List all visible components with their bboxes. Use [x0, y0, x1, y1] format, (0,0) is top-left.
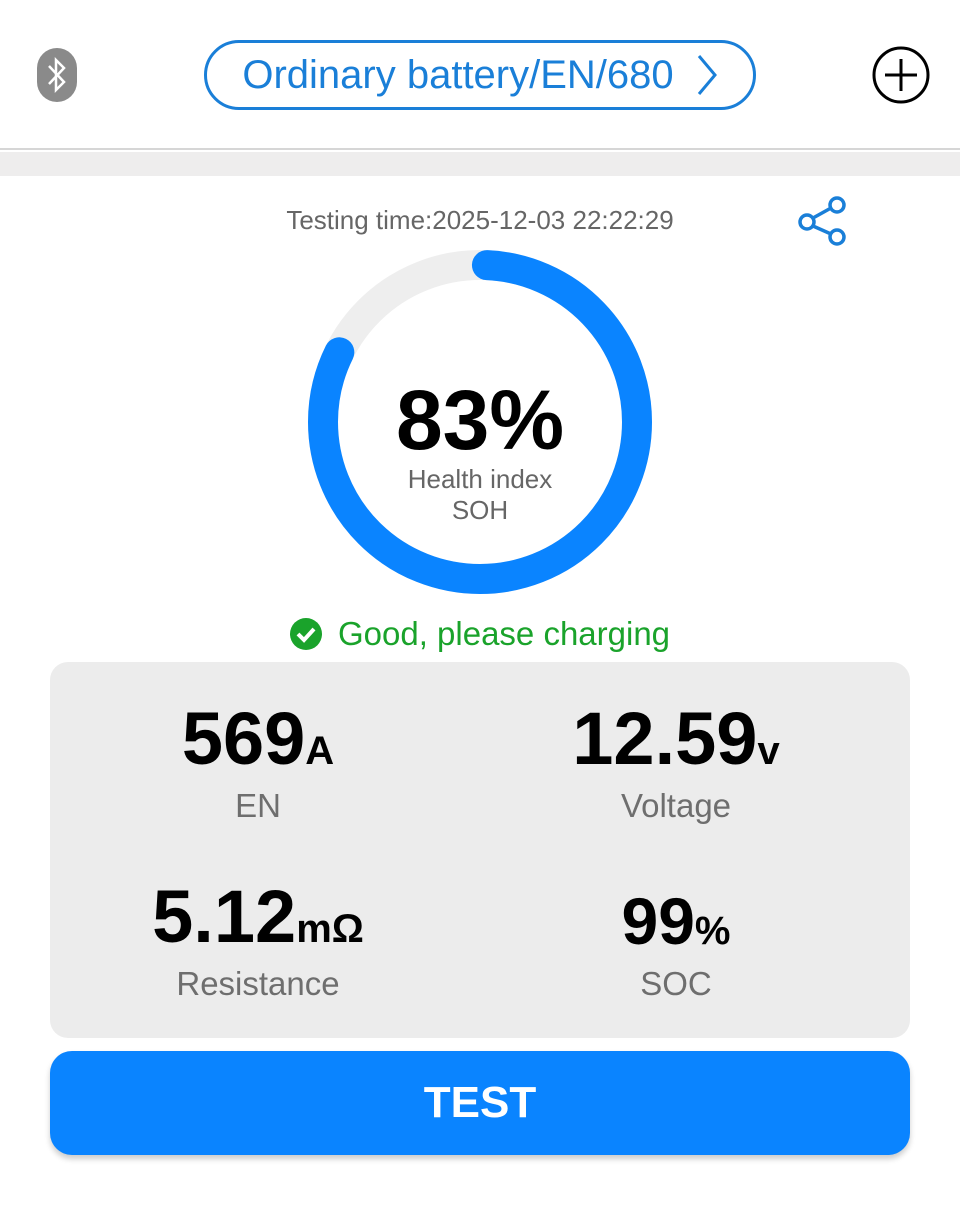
status-text: Good, please charging: [337, 615, 671, 652]
metric-value: 12.59: [572, 697, 758, 780]
metric-en: 569A EN: [50, 696, 466, 826]
metric-resistance: 5.12mΩ Resistance: [50, 874, 466, 1004]
metric-voltage: 12.59v Voltage: [480, 696, 872, 826]
metric-unit: A: [305, 729, 335, 773]
top-bar: Ordinary battery/EN/680: [0, 0, 960, 150]
metric-label: EN: [235, 787, 281, 824]
testing-time: Testing time:2025-12-03 22:22:29: [286, 205, 674, 235]
battery-type-label: Ordinary battery/EN/680: [242, 52, 674, 97]
metrics-card: 569A EN 12.59v Voltage 5.12mΩ Resistance…: [50, 662, 910, 1038]
metric-value: 5.12: [152, 875, 297, 958]
plus-circle-icon[interactable]: [872, 46, 930, 104]
metric-label: SOC: [640, 965, 712, 1002]
soh-value: 83%: [395, 373, 565, 467]
test-button[interactable]: TEST: [50, 1051, 910, 1155]
gauge-progress: [308, 250, 652, 594]
metric-value: 569: [181, 697, 306, 780]
metric-value: 99: [621, 884, 695, 958]
check-circle-icon: [289, 618, 322, 650]
metric-unit: %: [694, 909, 731, 953]
soh-sublabel: SOH: [451, 495, 509, 525]
soh-label: Health index: [407, 464, 553, 494]
bluetooth-icon[interactable]: [37, 48, 77, 102]
metric-label: Resistance: [176, 965, 340, 1002]
chevron-right-icon: [697, 55, 717, 95]
status-message: Good, please charging: [0, 614, 960, 654]
metric-unit: v: [757, 729, 780, 773]
soh-gauge: [308, 250, 652, 594]
share-icon[interactable]: [795, 194, 849, 248]
metric-unit: mΩ: [296, 907, 364, 951]
metric-soc: 99% SOC: [480, 882, 872, 1004]
metric-label: Voltage: [620, 787, 732, 824]
divider-band: [0, 152, 960, 176]
battery-type-selector[interactable]: Ordinary battery/EN/680: [204, 40, 756, 110]
